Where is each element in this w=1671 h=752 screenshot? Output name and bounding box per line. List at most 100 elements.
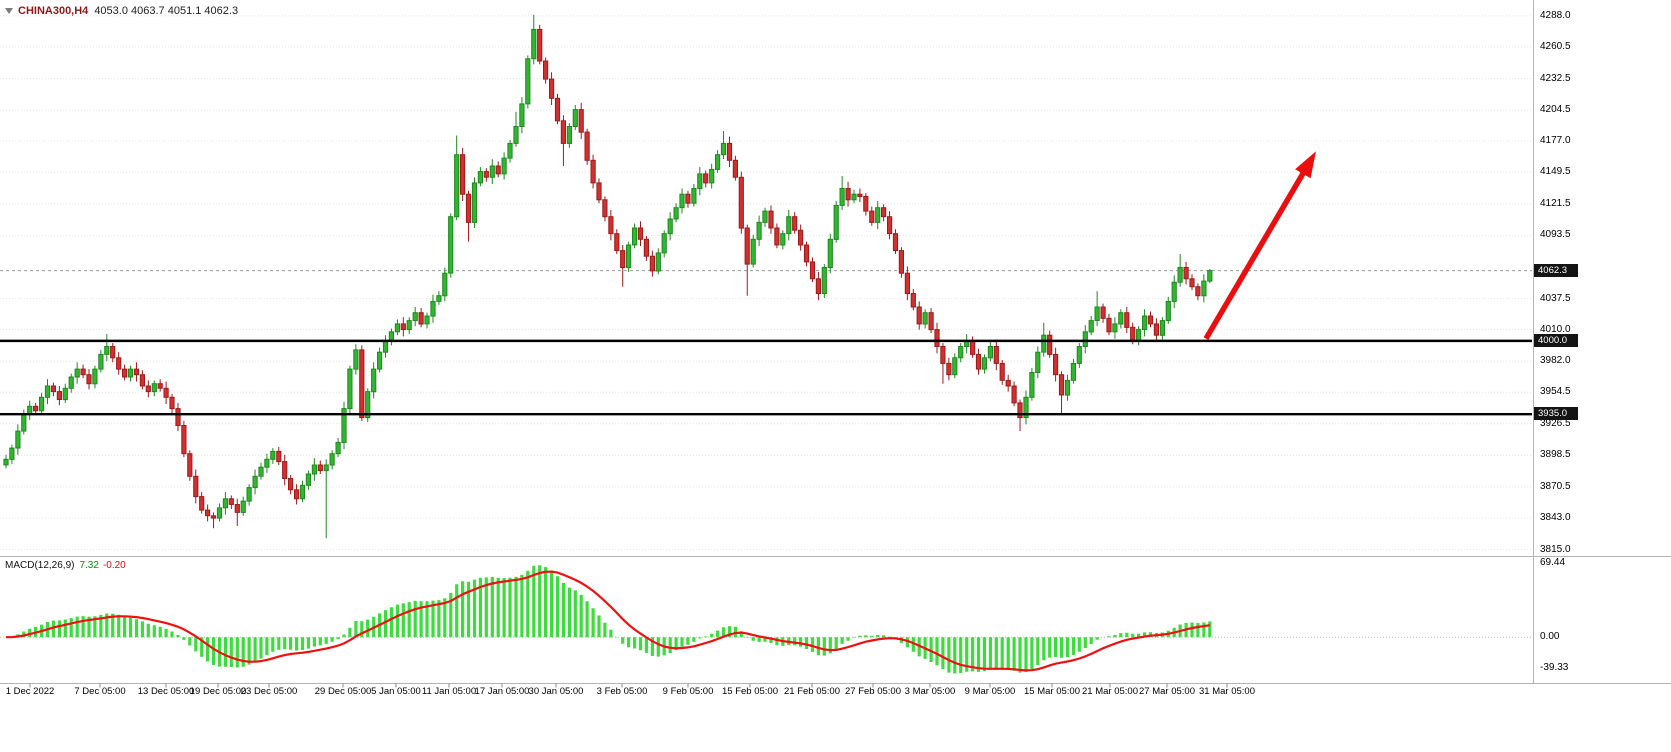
candle: [720, 131, 727, 160]
candle: [940, 343, 946, 384]
candle: [454, 135, 460, 221]
candle: [525, 55, 531, 109]
candle: [691, 184, 697, 207]
macd-signal-line: [5, 570, 1210, 672]
price-tick-label: 4149.5: [1540, 166, 1571, 178]
candle: [732, 155, 738, 181]
candle: [1177, 254, 1183, 287]
candle: [952, 353, 958, 379]
price-tick-label: 3954.5: [1540, 386, 1571, 398]
candle: [916, 301, 922, 330]
time-axis[interactable]: 1 Dec 2022 7 Dec 05:00 13 Dec 05:00 19 Dec …: [0, 686, 1671, 704]
candle: [282, 454, 288, 486]
candle: [299, 480, 306, 503]
price-tick-label: 3898.5: [1540, 449, 1571, 461]
candle: [44, 379, 51, 405]
candle: [602, 196, 608, 222]
candle: [145, 380, 151, 398]
ohlc-values-text: 4053.0 4063.7 4051.1 4062.3: [94, 5, 239, 17]
candle: [1153, 318, 1160, 341]
candle: [104, 334, 110, 362]
time-axis-label: 21 Mar 05:00: [1082, 686, 1138, 697]
candle: [537, 24, 543, 65]
price-tick-label: 3843.0: [1540, 512, 1571, 524]
candle: [501, 152, 507, 180]
candle: [193, 469, 199, 504]
candle: [1082, 325, 1088, 354]
price-tick-label: 4010.0: [1540, 323, 1571, 335]
candle: [258, 462, 264, 480]
candle: [1136, 326, 1142, 346]
candle: [566, 123, 572, 148]
candle: [169, 393, 175, 414]
candle: [774, 223, 780, 249]
candle: [910, 289, 916, 311]
candle: [56, 386, 62, 406]
symbol-ohlc-label: CHINA300,H4 4053.0 4063.7 4051.1 4062.3: [5, 5, 238, 17]
candle: [471, 177, 478, 228]
candle: [317, 460, 323, 474]
candle: [1088, 316, 1094, 336]
candle: [1142, 309, 1148, 337]
candle: [578, 102, 584, 139]
price-tick-label: 3982.0: [1540, 355, 1571, 367]
trend-arrow-head[interactable]: [1295, 151, 1316, 179]
candle: [999, 360, 1005, 385]
candle: [661, 230, 667, 258]
collapse-triangle-icon[interactable]: [5, 8, 13, 14]
candle: [928, 308, 934, 333]
candle: [946, 357, 952, 381]
candle: [222, 492, 229, 515]
candle: [898, 247, 904, 278]
price-tick-label: 4121.5: [1540, 197, 1571, 209]
candle: [305, 470, 311, 490]
trend-arrow-shaft[interactable]: [1203, 167, 1309, 341]
candle: [465, 190, 472, 242]
candle: [667, 212, 673, 241]
candle: [495, 161, 501, 178]
time-axis-label: 5 Jan 05:00: [371, 686, 421, 697]
candle: [839, 176, 845, 210]
candle: [904, 266, 910, 301]
candle: [276, 446, 282, 465]
candle: [768, 205, 774, 234]
candle: [246, 484, 252, 506]
candle: [964, 334, 970, 354]
candle: [240, 496, 246, 516]
candle: [424, 312, 430, 329]
candle: [448, 213, 454, 278]
candle: [430, 294, 436, 323]
candle: [199, 492, 205, 514]
candle: [875, 201, 881, 230]
time-axis-label: 3 Feb 05:00: [596, 686, 648, 697]
candle: [412, 307, 418, 327]
time-axis-label: 13 Dec 05:00: [137, 686, 195, 697]
price-tick-label: 3815.0: [1540, 543, 1571, 555]
price-gridlines: [0, 15, 1532, 551]
candle: [851, 189, 857, 204]
candle: [1070, 358, 1077, 384]
candle: [632, 223, 638, 249]
candle: [614, 229, 620, 254]
price-axis[interactable]: 4288.0 4260.5 4232.5 4204.5 4177.0 4149.5 4121…: [1534, 0, 1671, 752]
candle: [1118, 309, 1124, 329]
time-axis-label: 17 Jan 05:00: [474, 686, 530, 697]
time-axis-label: 15 Mar 05:00: [1024, 686, 1080, 697]
candle: [857, 188, 863, 203]
candle: [596, 178, 602, 204]
candle: [762, 207, 768, 227]
candle: [620, 245, 626, 287]
time-axis-label: 19 Dec 05:00: [189, 686, 247, 697]
candle: [643, 235, 649, 261]
candle: [80, 364, 86, 379]
candle: [388, 328, 394, 346]
candle: [347, 365, 353, 414]
candle: [210, 512, 217, 529]
candle: [359, 345, 365, 421]
candle: [1023, 390, 1029, 425]
candle: [608, 210, 614, 241]
macd-axis-max-label: 69.44: [1540, 557, 1566, 568]
candle: [1106, 313, 1112, 336]
